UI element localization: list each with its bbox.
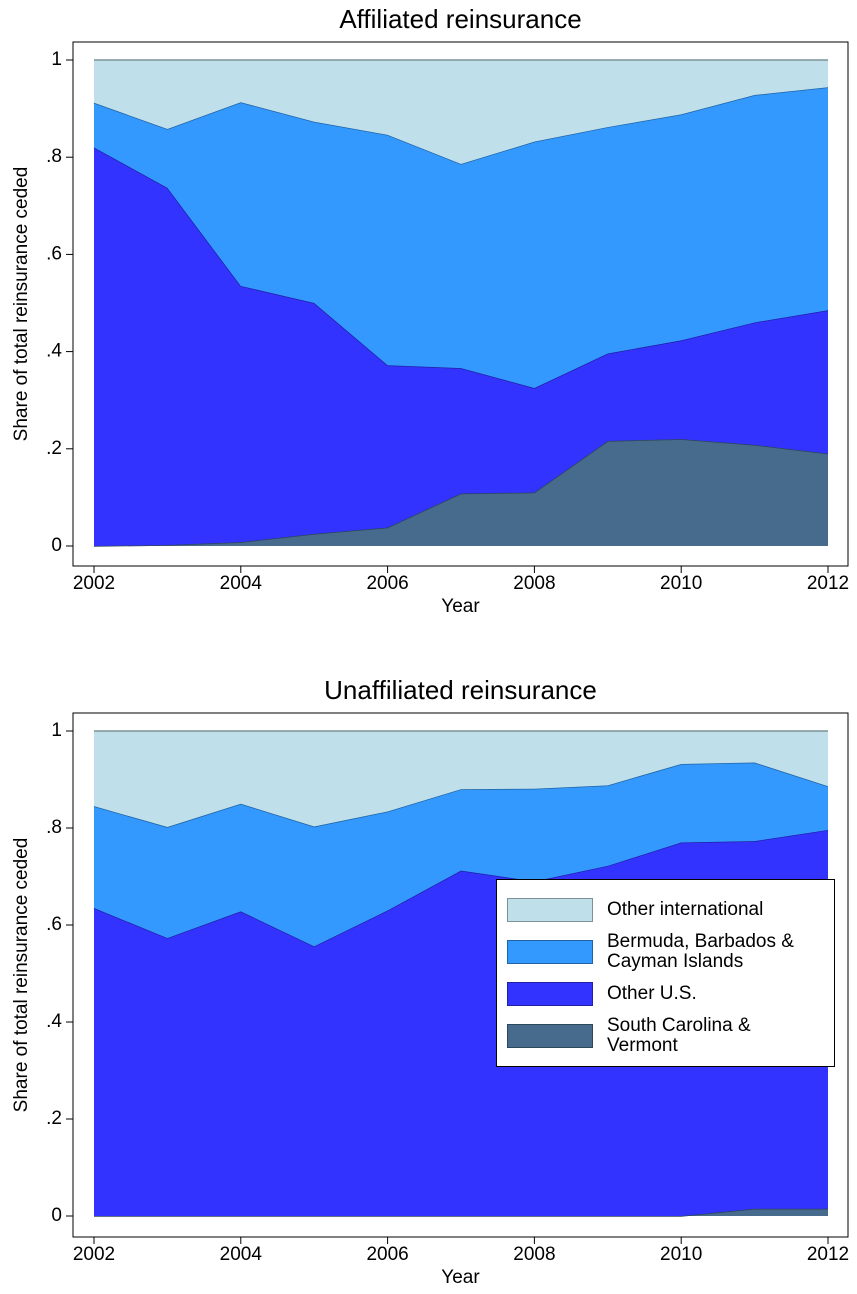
legend-item: South Carolina & Vermont <box>507 1016 834 1056</box>
x-tick-label: 2002 <box>73 573 115 594</box>
y-tick-label: 1 <box>51 49 62 70</box>
area <box>94 147 828 547</box>
y-tick-label: 1 <box>51 720 62 741</box>
x-tick-label: 2012 <box>807 1244 849 1265</box>
x-tick-label: 2006 <box>366 573 408 594</box>
y-tick-label: .2 <box>46 438 62 459</box>
legend-swatch <box>507 982 593 1006</box>
x-tick-label: 2010 <box>660 573 702 594</box>
y-tick-label: .4 <box>46 341 62 362</box>
x-tick-label: 2006 <box>366 1244 408 1265</box>
chart-title: Unaffiliated reinsurance <box>324 675 597 705</box>
y-tick-label: 0 <box>51 1205 62 1226</box>
y-tick-label: .4 <box>46 1011 62 1032</box>
legend-item: Other international <box>507 892 834 928</box>
area <box>94 731 828 828</box>
y-tick-label: .6 <box>46 243 62 264</box>
legend-label: South Carolina & Vermont <box>607 1015 751 1056</box>
x-axis-label: Year <box>441 596 480 617</box>
y-tick-label: .8 <box>46 817 62 838</box>
area <box>94 762 828 947</box>
x-axis-label: Year <box>441 1267 480 1288</box>
x-tick-label: 2008 <box>513 1244 555 1265</box>
legend-label: Other international <box>607 899 764 920</box>
chart: Affiliated reinsurance 0 .2 .4 .6 .8 1 2002 2004… <box>11 4 849 617</box>
legend-label: Other U.S. <box>607 983 697 1004</box>
legend-swatch <box>507 898 593 922</box>
legend-swatch <box>507 1024 593 1048</box>
x-tick-label: 2004 <box>220 573 263 594</box>
y-tick-label: .6 <box>46 914 62 935</box>
area <box>94 87 828 389</box>
y-axis-label: Share of total reinsurance ceded <box>11 167 32 442</box>
legend: Other international Bermuda, Barbados & C… <box>496 879 835 1067</box>
area-edge <box>93 761 829 828</box>
x-tick-label: 2012 <box>807 573 849 594</box>
area <box>94 60 828 165</box>
x-tick-label: 2010 <box>660 1244 702 1265</box>
legend-swatch <box>507 940 593 964</box>
legend-item: Other U.S. <box>507 976 834 1012</box>
x-tick-label: 2004 <box>220 1244 263 1265</box>
legend-item: Bermuda, Barbados & Cayman Islands <box>507 932 834 972</box>
x-tick-label: 2008 <box>513 573 555 594</box>
y-tick-label: 0 <box>51 535 62 556</box>
y-tick-label: .2 <box>46 1108 62 1129</box>
legend-label: Bermuda, Barbados & Cayman Islands <box>607 931 794 972</box>
y-axis-label: Share of total reinsurance ceded <box>11 838 32 1113</box>
y-tick-label: .8 <box>46 146 62 167</box>
x-tick-label: 2002 <box>73 1244 115 1265</box>
area <box>94 439 828 546</box>
chart-title: Affiliated reinsurance <box>339 4 581 34</box>
